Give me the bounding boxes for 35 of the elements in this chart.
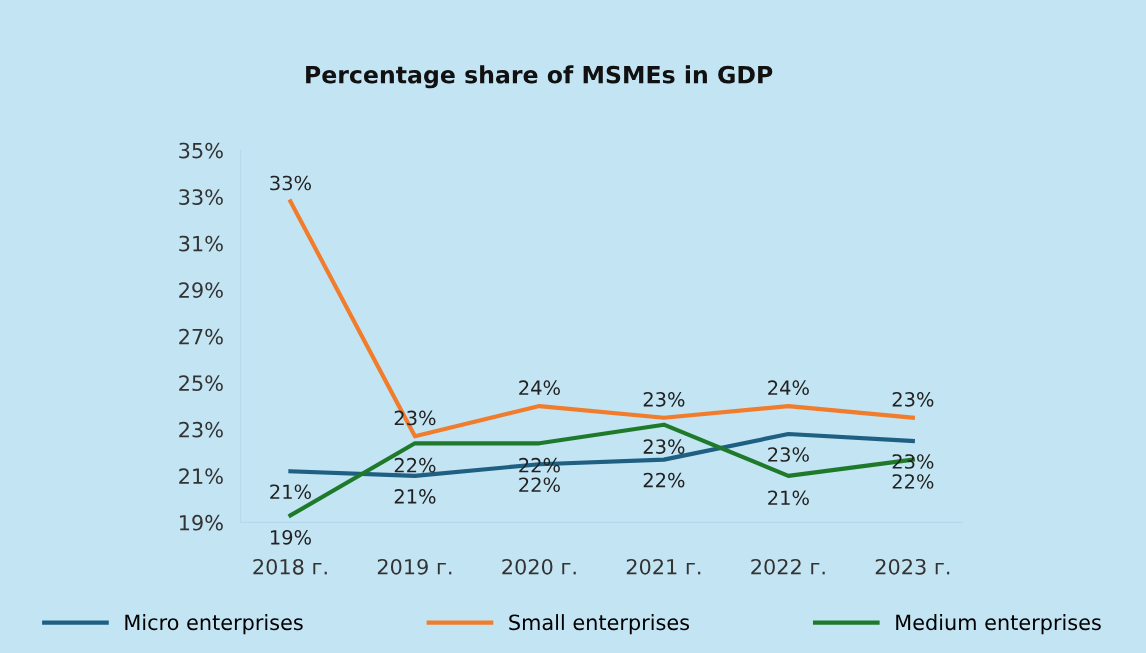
data-label: 19% <box>270 529 311 545</box>
data-label: 23% <box>892 454 934 469</box>
y-tick-label: 33% <box>179 189 223 205</box>
legend-label: Small enterprises <box>509 614 690 635</box>
x-tick-label: 2019 г. <box>377 558 452 575</box>
x-tick-label: 2023 г. <box>875 558 950 575</box>
y-tick-label: 21% <box>179 468 223 485</box>
y-tick-label: 29% <box>179 282 223 298</box>
data-label: 21% <box>394 489 436 504</box>
y-tick-label: 35% <box>179 142 223 159</box>
data-label: 21% <box>270 484 311 500</box>
data-label: 24% <box>768 380 809 396</box>
data-label: 22% <box>394 457 436 473</box>
data-label: 33% <box>270 175 311 191</box>
x-tick-label: 2021 г. <box>626 558 701 575</box>
y-tick-label: 27% <box>179 328 223 345</box>
data-label: 22% <box>892 474 934 489</box>
data-label: 23% <box>643 391 685 407</box>
legend-label: Micro enterprises <box>125 614 303 635</box>
x-tick-label: 2018 г. <box>253 558 327 575</box>
x-tick-label: 2020 г. <box>502 558 576 575</box>
data-label: 22% <box>519 477 560 493</box>
y-tick-label: 31% <box>179 235 223 252</box>
data-label: 24% <box>519 380 560 396</box>
y-tick-label: 25% <box>179 375 223 392</box>
data-label: 23% <box>768 447 809 462</box>
data-label: 23% <box>643 439 685 454</box>
x-tick-label: 2022 г. <box>751 558 825 575</box>
data-label: 21% <box>768 490 809 506</box>
data-label: 23% <box>892 391 934 407</box>
y-tick-label: 23% <box>179 421 223 438</box>
chart-title: Percentage share of MSMEs in GDP <box>306 65 773 89</box>
y-tick-label: 19% <box>179 514 223 531</box>
legend-label: Medium enterprises <box>896 614 1101 635</box>
data-label: 22% <box>643 472 685 488</box>
